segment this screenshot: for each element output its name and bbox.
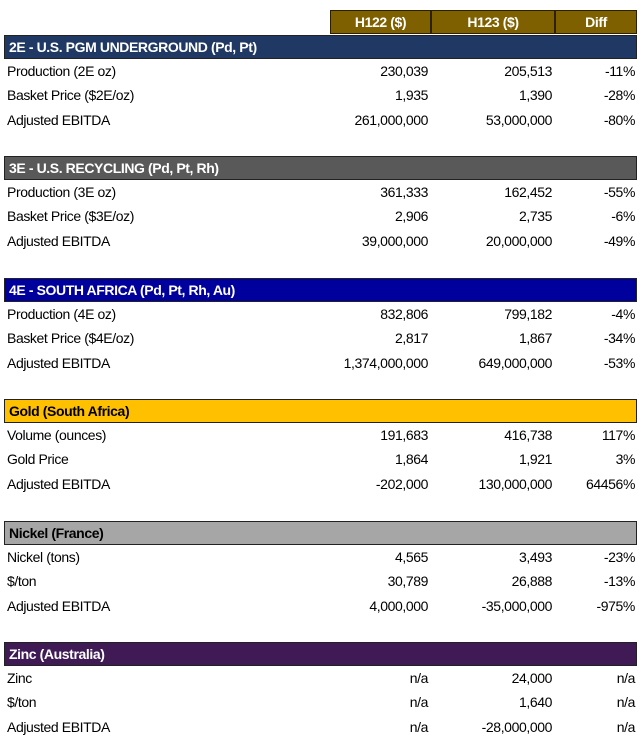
h123-value: 162,452 bbox=[504, 184, 552, 200]
diff-value: 3% bbox=[615, 451, 636, 468]
h123-value: 2,735 bbox=[518, 208, 552, 225]
section-header: Zinc (Australia) bbox=[4, 642, 637, 666]
table-row: Adjusted EBITDA 1,374,000,000 649,000,000 -… bbox=[0, 351, 640, 375]
h122-value: n/a bbox=[409, 718, 429, 735]
h123-value: 3,493 bbox=[518, 549, 552, 565]
h122-value: 261,000,000 bbox=[354, 111, 429, 128]
table-row: Basket Price ($2E/oz) 1,935 1,390 -28% bbox=[0, 83, 640, 107]
label: Zinc bbox=[7, 670, 32, 686]
label: Basket Price ($4E/oz) bbox=[7, 330, 134, 347]
table-row: Production (3E oz) 361,333 162,452 -55% bbox=[0, 180, 640, 204]
h122-value: 4,565 bbox=[394, 549, 428, 565]
section-header: 2E - U.S. PGM UNDERGROUND (Pd, Pt) bbox=[4, 35, 637, 59]
section-header: 3E - U.S. RECYCLING (Pd, Pt, Rh) bbox=[4, 156, 637, 180]
diff-value: -6% bbox=[611, 208, 635, 225]
table-row: Production (4E oz) 832,806 799,182 -4% bbox=[0, 302, 640, 326]
table-row: Adjusted EBITDA n/a -28,000,000 n/a bbox=[0, 715, 640, 739]
h122-value: n/a bbox=[409, 670, 429, 686]
table-row: Nickel (tons) 4,565 3,493 -23% bbox=[0, 545, 640, 569]
diff-value: -80% bbox=[603, 111, 635, 128]
table-row: $/ton n/a 1,640 n/a bbox=[0, 690, 640, 714]
label: $/ton bbox=[7, 573, 37, 590]
section-header: 4E - SOUTH AFRICA (Pd, Pt, Rh, Au) bbox=[4, 278, 637, 302]
column-header-diff: Diff bbox=[555, 10, 637, 34]
h123-value: 205,513 bbox=[504, 63, 552, 79]
table-row: Gold Price 1,864 1,921 3% bbox=[0, 447, 640, 471]
label: Adjusted EBITDA bbox=[7, 354, 110, 371]
table-row: $/ton 30,789 26,888 -13% bbox=[0, 569, 640, 593]
diff-value: -4% bbox=[611, 306, 635, 322]
diff-value: -55% bbox=[603, 184, 635, 200]
diff-value: n/a bbox=[616, 718, 636, 735]
label: Adjusted EBITDA bbox=[7, 111, 110, 128]
h122-value: 2,817 bbox=[394, 330, 428, 347]
h122-value: 30,789 bbox=[387, 573, 429, 590]
table-row: Production (2E oz) 230,039 205,513 -11% bbox=[0, 59, 640, 83]
h123-value: 53,000,000 bbox=[485, 111, 552, 128]
h123-value: 26,888 bbox=[511, 573, 553, 590]
section-header: Nickel (France) bbox=[4, 521, 637, 545]
h122-value: 1,374,000,000 bbox=[343, 354, 429, 371]
diff-value: n/a bbox=[616, 670, 636, 686]
label: Production (4E oz) bbox=[7, 306, 116, 322]
column-header-h123: H123 ($) bbox=[431, 10, 555, 34]
h122-value: 361,333 bbox=[380, 184, 428, 200]
table-row: Adjusted EBITDA 261,000,000 53,000,000 -80% bbox=[0, 108, 640, 132]
diff-value: -11% bbox=[604, 63, 635, 79]
label: Gold Price bbox=[7, 451, 69, 468]
table-row: Zinc n/a 24,000 n/a bbox=[0, 666, 640, 690]
h123-value: 799,182 bbox=[504, 306, 552, 322]
table-row: Volume (ounces) 191,683 416,738 117% bbox=[0, 423, 640, 447]
label: Basket Price ($2E/oz) bbox=[7, 87, 134, 104]
h122-value: 1,935 bbox=[394, 87, 428, 104]
h122-value: 1,864 bbox=[394, 451, 428, 468]
h122-value: 832,806 bbox=[380, 306, 428, 322]
h122-value: 4,000,000 bbox=[369, 597, 428, 614]
table-row: Adjusted EBITDA 39,000,000 20,000,000 -49% bbox=[0, 229, 640, 253]
h123-value: 20,000,000 bbox=[485, 232, 552, 249]
table-row: Basket Price ($3E/oz) 2,906 2,735 -6% bbox=[0, 204, 640, 228]
label: Production (3E oz) bbox=[7, 184, 116, 200]
diff-value: -34% bbox=[603, 330, 635, 347]
label: Adjusted EBITDA bbox=[7, 232, 110, 249]
diff-value: -53% bbox=[603, 354, 635, 371]
diff-value: 117% bbox=[601, 427, 636, 443]
h123-value: 24,000 bbox=[511, 670, 553, 686]
label: Adjusted EBITDA bbox=[7, 475, 110, 492]
h122-value: 191,683 bbox=[380, 427, 428, 443]
h123-value: 1,640 bbox=[518, 694, 552, 711]
h123-value: -35,000,000 bbox=[481, 597, 553, 614]
label: Adjusted EBITDA bbox=[7, 597, 110, 614]
h122-value: 2,906 bbox=[394, 208, 428, 225]
label: Nickel (tons) bbox=[7, 549, 80, 565]
diff-value: -13% bbox=[603, 573, 635, 590]
table-row: Basket Price ($4E/oz) 2,817 1,867 -34% bbox=[0, 326, 640, 350]
section-header: Gold (South Africa) bbox=[4, 399, 637, 423]
table-row: Adjusted EBITDA -202,000 130,000,000 64456% bbox=[0, 472, 640, 496]
diff-value: 64456% bbox=[586, 475, 635, 492]
label: $/ton bbox=[7, 694, 37, 711]
label: Adjusted EBITDA bbox=[7, 718, 110, 735]
h123-value: 1,921 bbox=[518, 451, 552, 468]
h122-value: 39,000,000 bbox=[361, 232, 428, 249]
h122-value: n/a bbox=[409, 694, 429, 711]
h123-value: -28,000,000 bbox=[481, 718, 553, 735]
table-row: Adjusted EBITDA 4,000,000 -35,000,000 -975% bbox=[0, 594, 640, 618]
h123-value: 1,867 bbox=[518, 330, 552, 347]
diff-value: -23% bbox=[603, 549, 635, 565]
diff-value: -975% bbox=[596, 597, 636, 614]
column-header-h122: H122 ($) bbox=[330, 10, 431, 34]
diff-value: n/a bbox=[616, 694, 636, 711]
label: Production (2E oz) bbox=[7, 63, 116, 79]
label: Volume (ounces) bbox=[7, 427, 107, 443]
h122-value: 230,039 bbox=[380, 63, 428, 79]
h123-value: 416,738 bbox=[504, 427, 552, 443]
diff-value: -28% bbox=[603, 87, 635, 104]
h123-value: 130,000,000 bbox=[478, 475, 553, 492]
h122-value: -202,000 bbox=[375, 475, 428, 492]
h123-value: 1,390 bbox=[518, 87, 552, 104]
label: Basket Price ($3E/oz) bbox=[7, 208, 134, 225]
h123-value: 649,000,000 bbox=[478, 354, 553, 371]
diff-value: -49% bbox=[603, 232, 635, 249]
